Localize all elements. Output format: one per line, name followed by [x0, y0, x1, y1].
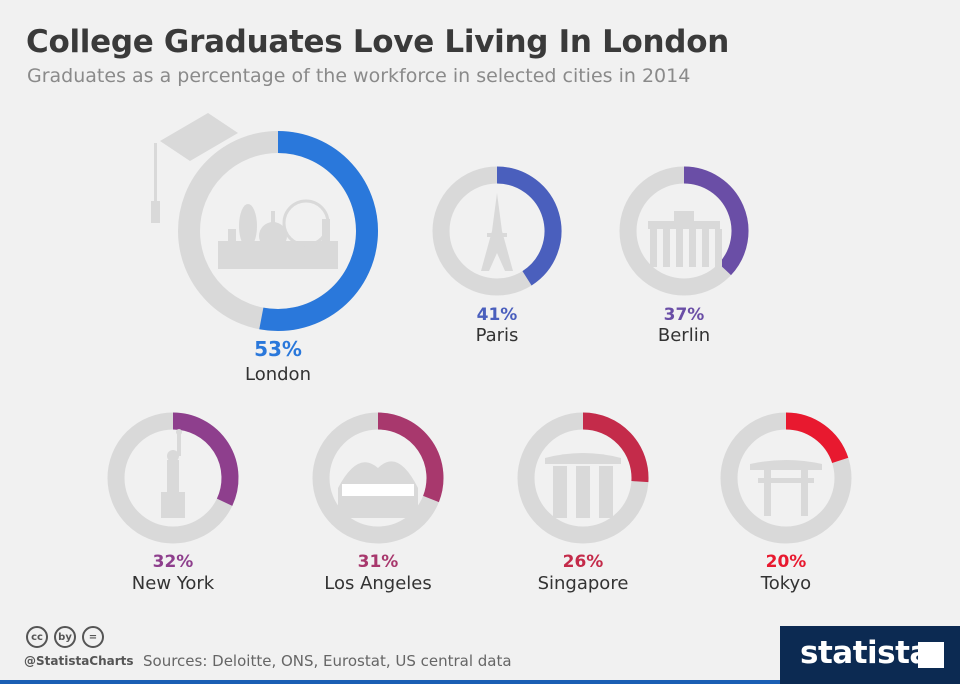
- city-label: London: [245, 364, 311, 385]
- donut-value-arc: [785, 412, 849, 464]
- donut-value-arc: [259, 131, 378, 331]
- donut-singapore: 26%Singapore: [517, 412, 649, 594]
- value-label: 41%: [477, 305, 518, 325]
- value-label: 53%: [254, 337, 302, 361]
- donut-london: 53% London: [151, 113, 378, 385]
- city-label: Los Angeles: [324, 573, 432, 594]
- eiffel-tower-icon: [481, 193, 513, 271]
- donut-berlin: 37%Berlin: [619, 166, 749, 346]
- marina-bay-sands-icon: [545, 453, 621, 518]
- donut-new-york: 32%New York: [107, 412, 239, 594]
- chart-subtitle: Graduates as a percentage of the workfor…: [27, 65, 691, 87]
- brand-name: statista: [800, 635, 930, 671]
- social-handle[interactable]: @StatistaCharts: [24, 654, 134, 668]
- sources-note: Sources: Deloitte, ONS, Eurostat, US cen…: [143, 652, 512, 670]
- brandenburg-gate-icon: [648, 211, 722, 267]
- license-icons: cc by =: [26, 626, 104, 648]
- statista-logo[interactable]: statista: [780, 626, 960, 684]
- donut-value-arc: [683, 166, 749, 276]
- value-label: 31%: [358, 552, 399, 572]
- bottom-accent-bar: [0, 680, 780, 684]
- donut-value-arc: [377, 412, 444, 503]
- city-label: Tokyo: [760, 573, 811, 594]
- cc-icon[interactable]: cc: [26, 626, 48, 648]
- value-label: 20%: [766, 552, 807, 572]
- city-label: Singapore: [538, 573, 629, 594]
- donut-tokyo: 20%Tokyo: [720, 412, 852, 594]
- city-label: New York: [132, 573, 215, 594]
- graduation-cap-icon: [151, 113, 238, 223]
- statue-of-liberty-icon: [161, 429, 185, 518]
- value-label: 32%: [153, 552, 194, 572]
- value-label: 37%: [664, 305, 705, 325]
- hollywood-sign-icon: [338, 461, 418, 518]
- donut-los-angeles: 31%Los Angeles: [312, 412, 444, 594]
- value-label: 26%: [563, 552, 604, 572]
- donut-paris: 41%Paris: [432, 166, 562, 346]
- statista-mark-icon: [918, 642, 944, 668]
- donut-value-arc: [496, 166, 562, 286]
- city-label: Berlin: [658, 325, 710, 346]
- torii-gate-icon: [750, 460, 822, 516]
- london-skyline-icon: [218, 199, 338, 269]
- attribution-icon[interactable]: by: [54, 626, 76, 648]
- chart-title: College Graduates Love Living In London: [26, 24, 729, 60]
- no-derivatives-icon[interactable]: =: [82, 626, 104, 648]
- city-label: Paris: [476, 325, 519, 346]
- donut-chart: 53% London 41%Paris 37%Berlin 32%New York 31%…: [107, 113, 852, 594]
- donut-value-arc: [172, 412, 239, 506]
- donut-value-arc: [582, 412, 649, 483]
